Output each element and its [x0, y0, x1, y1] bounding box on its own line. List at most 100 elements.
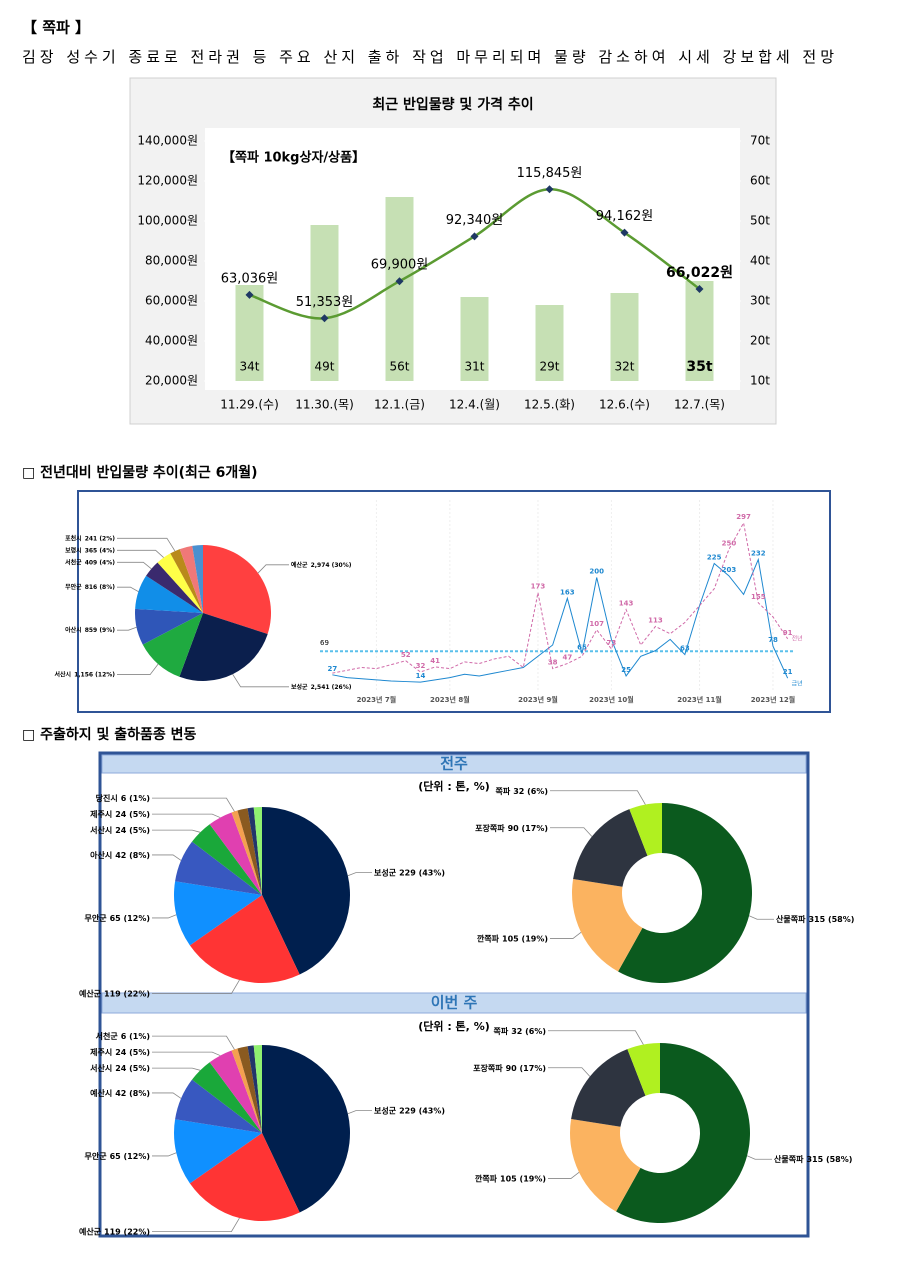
- pie-slice: [253, 1045, 262, 1133]
- point-label: 107: [589, 620, 604, 628]
- annotation: 【쪽파 10kg상자/상품】: [222, 150, 365, 166]
- slice-name: 예산시: [90, 1087, 112, 1097]
- slice-value: 119 (22%): [104, 1227, 150, 1236]
- leader-line: [152, 979, 240, 994]
- pie-slice: [142, 613, 203, 677]
- y-tick-label: 100,000원: [137, 214, 198, 228]
- x-tick-label: 2023년 12월: [751, 695, 796, 704]
- slice-name: 서산시: [90, 1063, 112, 1073]
- slice-value: 42 (8%): [115, 1088, 150, 1097]
- point-label: 173: [531, 583, 546, 591]
- pie-slice: [237, 808, 262, 895]
- y-tick-label: 140,000원: [137, 134, 198, 148]
- bar-label: 49t: [315, 360, 335, 374]
- slice-name: 산물쪽파: [776, 914, 806, 924]
- leader-line: [347, 1110, 372, 1115]
- pie-slice: [192, 545, 203, 613]
- slice-label: 깐쪽파 105 (19%): [475, 1173, 546, 1183]
- slice-name: 쪽파: [495, 785, 510, 795]
- slice-value: 6 (1%): [121, 794, 150, 803]
- slice-name: 보성군: [374, 1105, 397, 1115]
- slice-value: 32 (6%): [513, 786, 548, 795]
- point-label: 63: [680, 645, 690, 653]
- point-label: 41: [430, 657, 440, 665]
- donut-slice: [616, 1043, 750, 1224]
- x-tick-label: 2023년 11월: [677, 695, 722, 704]
- slice-value: 2,541 (26%): [311, 683, 352, 690]
- point-label: 203: [722, 566, 737, 574]
- y2-tick-label: 70t: [750, 134, 770, 148]
- panel-header: [101, 754, 807, 774]
- pie-slice: [170, 549, 203, 613]
- price-label: 66,022원: [666, 265, 733, 281]
- slice-label: 서산시 1,156 (12%): [55, 670, 116, 678]
- panel-title: 이번 주: [431, 994, 478, 1012]
- slice-name: 포장쪽파: [473, 1062, 503, 1072]
- pie-slice: [203, 545, 271, 635]
- slice-value: 24 (5%): [115, 1048, 150, 1057]
- panel-title: 전주: [440, 755, 468, 773]
- slice-name: 깐쪽파: [475, 1173, 498, 1183]
- slice-label: 산물쪽파 315 (58%): [774, 1154, 852, 1164]
- slice-name: 보성군: [374, 867, 397, 877]
- pie-slice: [174, 881, 262, 946]
- pie-slice: [174, 1119, 262, 1184]
- slice-value: 1,156 (12%): [74, 671, 115, 678]
- bar: [310, 225, 339, 381]
- slice-label: 무안군 65 (12%): [85, 912, 150, 922]
- point-label: 250: [722, 539, 737, 547]
- unit-label: (단위 : 톤, %): [418, 779, 490, 793]
- x-tick-label: 2023년 8월: [430, 695, 470, 704]
- donut-slice: [572, 878, 643, 972]
- x-tick-label: 12.4.(월): [449, 398, 500, 412]
- pie-slice: [247, 807, 262, 895]
- donut-slice: [627, 1043, 660, 1096]
- y-tick-label: 40,000원: [145, 334, 198, 348]
- price-label: 63,036원: [221, 271, 278, 286]
- y2-tick-label: 30t: [750, 294, 770, 308]
- donut-slice: [571, 1049, 646, 1127]
- pie-slice: [209, 1050, 262, 1133]
- slice-label: 포장쪽파 90 (17%): [475, 822, 548, 832]
- price-marker: [245, 290, 254, 299]
- price-marker: [620, 228, 629, 237]
- slice-label: 포장쪽파 90 (17%): [473, 1062, 546, 1072]
- point-label: 73: [607, 639, 617, 647]
- leader-line: [232, 673, 289, 688]
- pie-slice: [231, 1048, 262, 1133]
- leader-line: [347, 872, 372, 877]
- point-label: 27: [327, 665, 337, 673]
- point-label: 52: [401, 651, 411, 659]
- bar-label: 32t: [615, 360, 635, 374]
- slice-label: 아산시 859 (9%): [65, 626, 115, 634]
- slice-label: 아산시 42 (8%): [90, 849, 150, 859]
- series-line: [332, 557, 789, 683]
- x-tick-label: 12.5.(화): [524, 398, 575, 412]
- y2-tick-label: 60t: [750, 174, 770, 188]
- pie-slice: [175, 841, 262, 895]
- slice-value: 229 (43%): [399, 1106, 445, 1115]
- slice-name: 보성군: [291, 682, 308, 690]
- slice-name: 서산시: [90, 825, 112, 835]
- slice-name: 무안군: [65, 583, 82, 591]
- point-label: 200: [589, 568, 604, 576]
- slice-value: 32 (6%): [511, 1026, 546, 1035]
- slice-label: 제주시 24 (5%): [90, 1047, 150, 1057]
- bar-label: 56t: [390, 360, 410, 374]
- price-label: 69,900원: [371, 258, 428, 273]
- x-tick-label: 11.30.(목): [295, 398, 354, 412]
- slice-label: 당진시 6 (1%): [96, 793, 150, 803]
- slice-label: 예산군 119 (22%): [79, 1226, 150, 1236]
- point-label: 65: [577, 643, 587, 651]
- legend-label: 전년: [792, 634, 803, 642]
- pie-slice: [192, 1062, 262, 1133]
- x-tick-label: 2023년 9월: [518, 695, 558, 704]
- leader-line: [746, 1155, 772, 1160]
- price-label: 92,340원: [446, 213, 503, 228]
- slice-value: 409 (4%): [85, 559, 116, 566]
- point-label: 155: [751, 593, 766, 601]
- leader-line: [152, 1051, 221, 1056]
- slice-name: 서산시: [55, 670, 72, 678]
- slice-name: 무안군: [85, 912, 108, 922]
